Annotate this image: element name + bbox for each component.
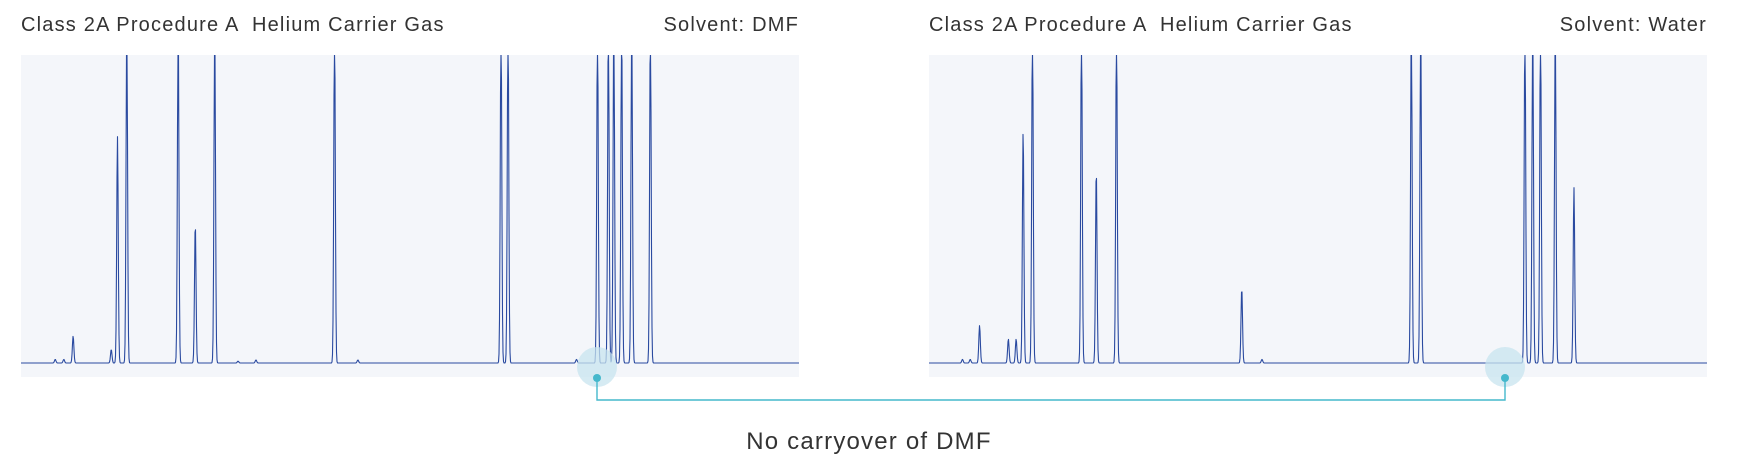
panel-header: Class 2A Procedure A Helium Carrier Gas … bbox=[21, 14, 799, 40]
panel-title: Class 2A Procedure A Helium Carrier Gas bbox=[929, 14, 1353, 36]
trace-line bbox=[21, 55, 799, 364]
chromatogram-panel-water: Class 2A Procedure A Helium Carrier Gas … bbox=[929, 0, 1707, 400]
solvent-label: Solvent: Water bbox=[1559, 14, 1707, 36]
chromatogram-panel-dmf: Class 2A Procedure A Helium Carrier Gas … bbox=[21, 0, 799, 400]
chromatogram-trace bbox=[21, 55, 799, 364]
caption: No carryover of DMF bbox=[746, 428, 992, 455]
chromatogram-trace bbox=[929, 55, 1707, 364]
solvent-label: Solvent: DMF bbox=[663, 14, 799, 36]
panel-title: Class 2A Procedure A Helium Carrier Gas bbox=[21, 14, 445, 36]
panel-header: Class 2A Procedure A Helium Carrier Gas … bbox=[929, 14, 1707, 40]
chromatogram-plot bbox=[929, 55, 1707, 377]
chromatogram-plot bbox=[21, 55, 799, 377]
trace-line bbox=[929, 55, 1707, 364]
